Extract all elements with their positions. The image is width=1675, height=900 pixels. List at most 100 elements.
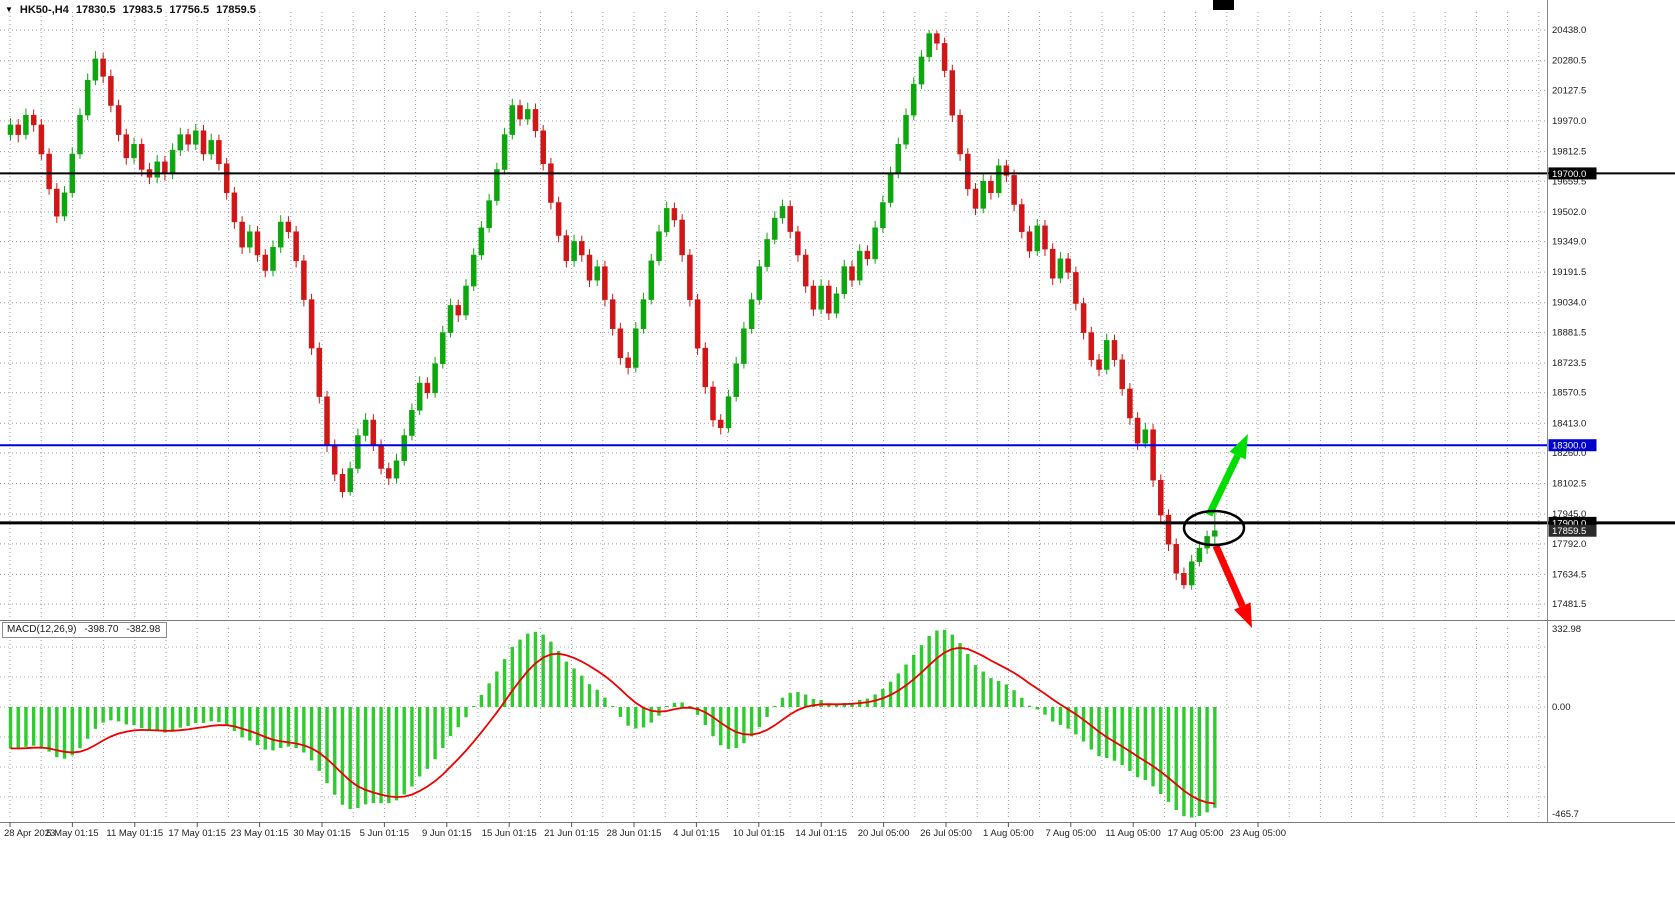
candlestick [1158,474,1164,522]
candlestick [239,216,245,254]
candlestick [424,377,431,399]
time-tick-label: 4 Jul 01:15 [673,828,719,839]
candlestick [941,37,948,78]
candlestick [1103,333,1110,375]
time-tick-label: 1 Aug 05:00 [983,828,1034,839]
candlestick [440,325,446,369]
candlestick [571,234,577,267]
candlestick [656,224,662,266]
candlestick [30,109,37,132]
candlestick [46,148,52,195]
candlestick [625,352,631,375]
candlestick [1196,541,1203,567]
candlestick [787,200,793,239]
candlestick [115,99,122,142]
candlestick [432,356,438,398]
candlestick [301,254,307,307]
candlestick [7,118,14,141]
ellipse-annotation[interactable] [1182,509,1246,547]
candlestick [988,175,994,200]
candlestick [617,322,624,365]
candlestick [277,215,284,254]
candlestick [980,174,986,214]
candlestick [563,229,570,268]
candlestick [1019,198,1025,239]
candlestick [1011,169,1017,212]
candlestick [918,50,925,89]
candlestick [818,279,824,315]
candlestick [903,108,909,150]
candlestick [1065,253,1071,280]
candlestick [447,298,454,338]
candlestick [509,98,516,140]
candlestick [1042,220,1048,256]
candlestick [679,214,685,262]
price-tick-label: 18102.5 [1552,479,1586,490]
candlestick [949,64,956,122]
candlestick [223,157,230,200]
price-tick-label: 20438.0 [1552,25,1586,36]
candlestick [957,109,963,161]
price-tick-label: 19349.0 [1552,237,1586,248]
time-tick-label: 28 Apr 2023 [4,828,55,839]
time-tick-label: 11 May 01:15 [106,828,163,839]
candlestick [123,128,130,165]
candlestick [401,428,407,466]
candlestick [826,280,832,320]
candlestick [1134,412,1141,451]
time-tick-label: 20 Jul 05:00 [858,828,910,839]
price-tick-label: 19191.5 [1552,267,1586,278]
candlestick [609,293,616,336]
up-arrow-annotation[interactable] [1205,434,1248,517]
price-label-box [1548,439,1597,452]
macd-scale-label: -465.7 [1552,809,1579,820]
candlestick [1165,509,1172,552]
macd-scale-label: 0.00 [1552,702,1571,713]
candlestick [895,137,902,179]
candlestick [231,187,238,229]
symbol-dropdown-icon[interactable]: ▼ [5,5,13,14]
candlestick [270,240,276,277]
time-tick-label: 23 Aug 05:00 [1230,828,1286,839]
candlestick [633,321,639,373]
candlestick [193,123,199,151]
candlestick [872,220,878,264]
time-tick-label: 11 Aug 05:00 [1106,828,1161,839]
candlestick [154,154,160,184]
candlestick [795,225,801,262]
highlighted-price-label: 18300.0 [1552,441,1586,452]
candlestick [1150,423,1156,487]
candlestick [308,293,315,355]
highlighted-price-label: 17900.0 [1552,518,1586,529]
price-axis[interactable]: 20438.0 20280.5 20127.5 19970.0 19812.5 19659… [1548,25,1597,610]
candlestick [602,260,608,307]
candlestick [1127,383,1133,425]
time-tick-label: 17 Aug 05:00 [1168,828,1224,839]
candlestick [1204,530,1210,554]
candlestick [138,138,145,177]
price-tick-label: 18260.0 [1552,448,1586,459]
candlestick [756,259,763,305]
candlestick [254,225,261,262]
candlestick [416,376,423,416]
candlestick [671,202,678,227]
macd-signal-line [10,646,1215,805]
candlestick [324,390,330,453]
candlestick [517,99,523,126]
candlestick [802,249,809,293]
price-label-box [1548,167,1597,180]
candlestick [849,260,855,287]
price-tick-label: 19034.0 [1552,298,1586,309]
candlestick [15,119,21,143]
down-arrow-annotation[interactable] [1212,544,1252,628]
candlestick [200,124,207,161]
price-tick-label: 19502.0 [1552,207,1586,218]
time-tick-label: 17 May 01:15 [168,828,226,839]
candlestick [494,162,500,206]
candlestick [162,155,168,181]
candlestick [1026,225,1033,258]
candlestick [84,73,91,121]
candlestick [524,102,531,125]
candlestick [965,148,971,196]
